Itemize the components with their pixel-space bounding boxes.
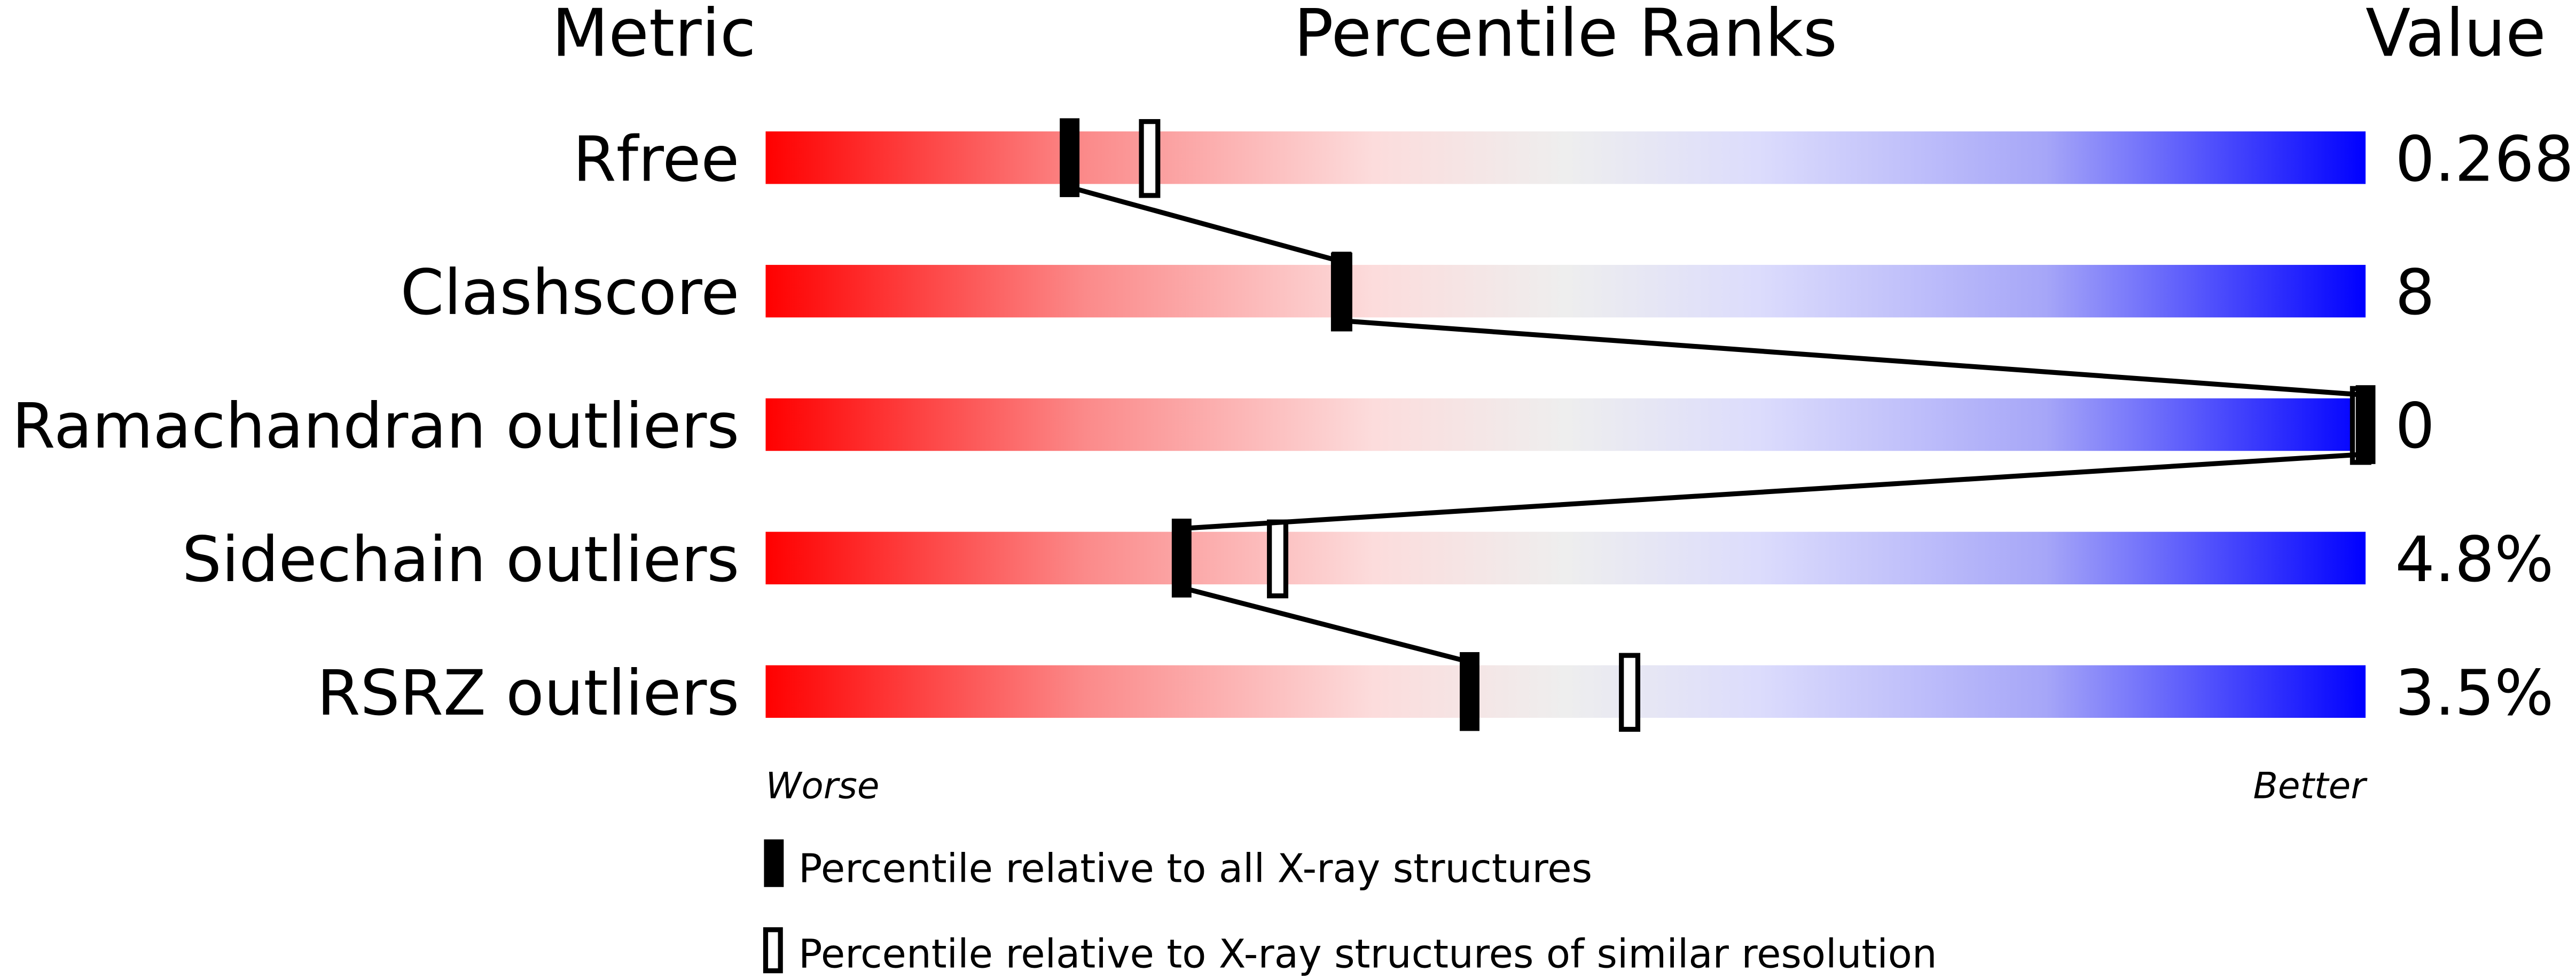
metric-label: Sidechain outliers	[182, 523, 739, 596]
legend-label-all: Percentile relative to all X-ray structu…	[798, 846, 1592, 892]
metric-row: RSRZ outliers 3.5%	[317, 652, 2554, 732]
metric-label: Rfree	[573, 123, 740, 195]
header-value: Value	[2366, 0, 2546, 72]
header-metric: Metric	[552, 0, 756, 72]
percentile-bar	[765, 264, 2366, 318]
metric-value: 8	[2395, 256, 2434, 329]
axis-label-better: Better	[2253, 765, 2368, 807]
metric-row: Sidechain outliers 4.8%	[182, 519, 2554, 599]
marker-all-structures	[1171, 519, 1192, 598]
percentile-bar	[765, 531, 2366, 585]
header-percentile-ranks: Percentile Ranks	[1294, 0, 1837, 72]
legend-filled-marker	[764, 839, 784, 887]
metric-value: 0.268	[2395, 123, 2574, 195]
legend-open-marker	[763, 927, 783, 974]
percentile-bar	[765, 398, 2366, 451]
percentile-bar	[765, 131, 2366, 184]
metric-row: Clashscore 8	[401, 252, 2435, 332]
marker-all-structures	[1460, 652, 1479, 731]
metric-value: 0	[2395, 390, 2434, 463]
legend-label-similar: Percentile relative to X-ray structures …	[798, 931, 1937, 977]
percentile-bar	[765, 665, 2366, 718]
connector-line	[1181, 451, 2366, 531]
marker-all-structures	[1332, 252, 1352, 331]
metric-label: Ramachandran outliers	[12, 390, 739, 463]
marker-all-structures	[2355, 385, 2376, 464]
connector-line	[1181, 585, 1470, 664]
marker-similar-resolution	[1139, 119, 1161, 198]
metric-label: Clashscore	[401, 256, 740, 329]
metric-value: 3.5%	[2395, 657, 2554, 730]
marker-all-structures	[1060, 118, 1080, 198]
metric-value: 4.8%	[2395, 523, 2554, 596]
marker-similar-resolution	[1267, 519, 1289, 599]
connector-line	[1341, 318, 2366, 398]
marker-similar-resolution	[1619, 653, 1641, 732]
metric-row: Ramachandran outliers 0	[12, 385, 2435, 465]
metric-label: RSRZ outliers	[317, 657, 739, 730]
metric-row: Rfree 0.268	[573, 118, 2574, 198]
axis-label-worse: Worse	[765, 765, 879, 807]
connector-line	[1069, 185, 1343, 264]
